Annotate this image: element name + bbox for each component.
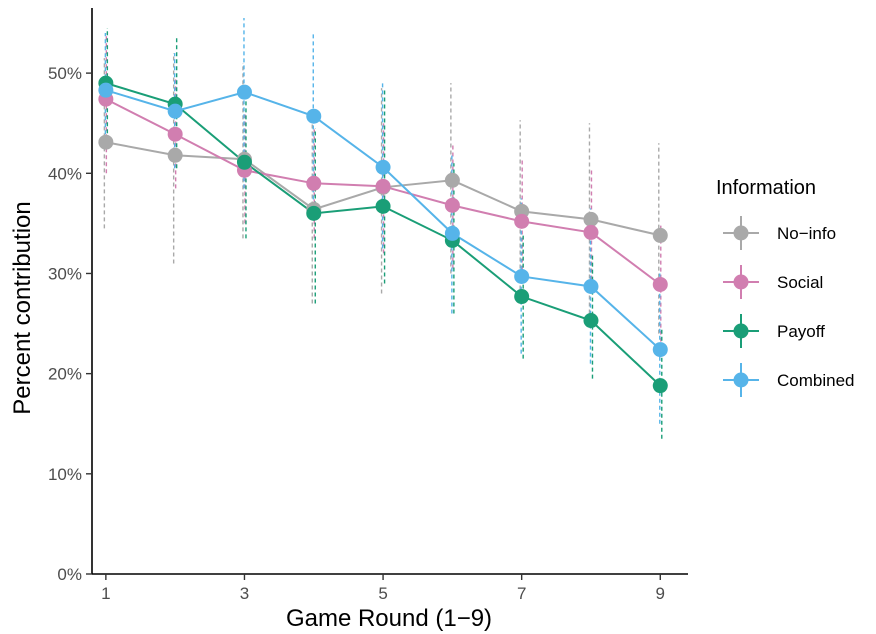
data-point [652,378,668,394]
y-tick-label: 0% [57,565,82,584]
x-tick-label: 9 [656,584,665,603]
data-point [375,198,391,214]
data-point [583,224,599,240]
data-point [583,211,599,227]
y-tick-label: 10% [48,465,82,484]
data-point [514,268,530,284]
x-axis: 1 3 5 7 9 [92,573,688,603]
data-point [444,225,460,241]
legend-label: No−info [777,224,836,243]
data-point [167,103,183,119]
data-point [514,289,530,305]
data-point [583,313,599,329]
data-point [306,205,322,221]
legend-key-point [733,274,749,290]
legend-key-point [733,372,749,388]
data-point [98,134,114,150]
y-axis-title: Percent contribution [9,201,36,414]
data-point [306,175,322,191]
data-point [514,213,530,229]
data-point [98,82,114,98]
x-tick-label: 7 [517,584,526,603]
data-point [652,276,668,292]
legend-key-point [733,225,749,241]
data-point [652,227,668,243]
data-point [236,154,252,170]
error-bars [103,18,663,439]
x-tick-label: 1 [101,584,110,603]
data-point [236,84,252,100]
data-point [306,108,322,124]
legend-title: Information [716,177,816,199]
data-point [652,342,668,358]
y-tick-label: 40% [48,164,82,183]
legend: Information No−info Social Payoff Combined [716,177,855,397]
data-point [583,278,599,294]
x-axis-title: Game Round (1−9) [286,605,492,632]
y-tick-label: 20% [48,365,82,384]
data-point [167,126,183,142]
y-axis: 0% 10% 20% 30% 40% 50% [48,8,93,584]
y-tick-label: 50% [48,64,82,83]
series-points [98,75,668,394]
x-tick-label: 5 [378,584,387,603]
data-point [444,197,460,213]
legend-label: Social [777,273,823,292]
data-point [375,159,391,175]
data-point [444,172,460,188]
data-point [375,178,391,194]
legend-label: Payoff [777,322,825,341]
data-point [167,147,183,163]
x-tick-label: 3 [240,584,249,603]
legend-key-point [733,323,749,339]
legend-label: Combined [777,371,855,390]
y-tick-label: 30% [48,264,82,283]
